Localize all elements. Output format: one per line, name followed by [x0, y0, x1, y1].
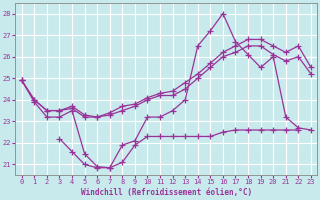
X-axis label: Windchill (Refroidissement éolien,°C): Windchill (Refroidissement éolien,°C): [81, 188, 252, 197]
